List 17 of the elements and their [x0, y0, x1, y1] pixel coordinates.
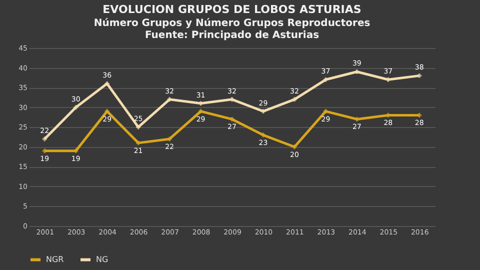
chart-subtitle: Número Grupos y Número Grupos Reproductores Fuente: Principado de Asturias	[94, 18, 370, 41]
legend-label: NGR	[46, 254, 64, 264]
point	[104, 109, 110, 114]
point	[136, 140, 141, 146]
point	[292, 97, 297, 102]
point	[42, 136, 47, 142]
chart-title: EVOLUCION GRUPOS DE LOBOS ASTURIAS	[102, 3, 362, 16]
legend-label: NG	[96, 254, 108, 264]
point	[354, 69, 360, 74]
point	[230, 116, 234, 122]
point	[292, 144, 297, 150]
point	[198, 101, 204, 106]
point	[136, 124, 141, 130]
point	[260, 132, 266, 138]
point	[417, 73, 422, 78]
point	[354, 116, 360, 122]
point	[104, 81, 110, 86]
